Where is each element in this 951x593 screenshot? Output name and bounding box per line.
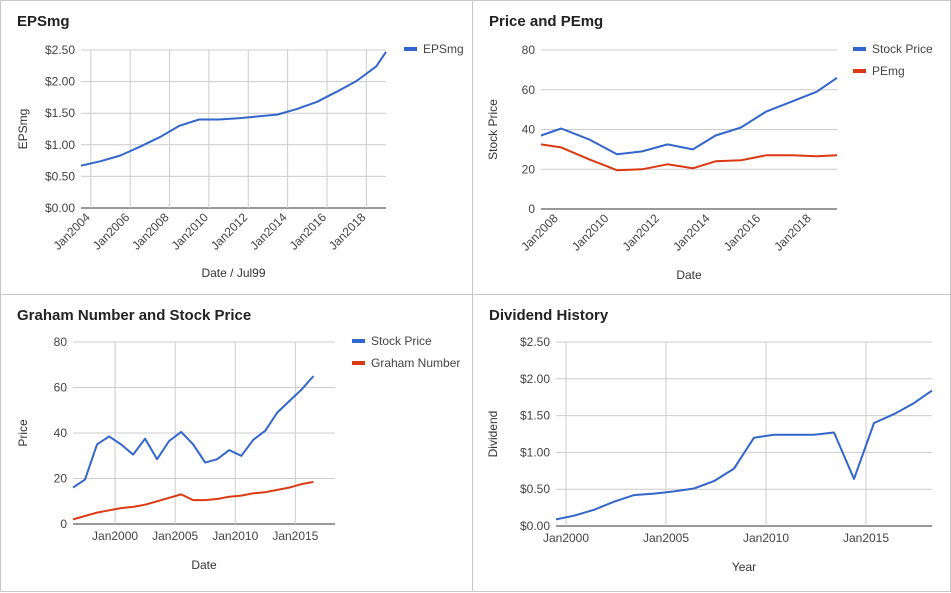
x-tick-label: Jan2016	[287, 210, 330, 253]
x-tick-label: Jan2015	[272, 529, 318, 543]
x-tick-label: Jan2014	[670, 211, 713, 254]
y-axis-title: EPSmg	[16, 109, 30, 150]
y-tick-label: $1.50	[45, 106, 75, 120]
y-tick-label: 0	[528, 202, 535, 216]
chart-panel-graham: Graham Number and Stock Price 0 20 40 60 80 J…	[0, 294, 473, 592]
x-tick-label: Jan2005	[643, 531, 689, 545]
legend-label: Stock Price	[371, 334, 432, 348]
legend-swatch	[404, 47, 417, 51]
series-line-pemg	[540, 143, 838, 172]
chart-title: Dividend History	[489, 307, 609, 324]
x-tick-label: Jan2005	[152, 529, 198, 543]
x-axis-title: Date	[191, 558, 217, 572]
y-tick-label: 20	[522, 162, 536, 176]
legend-swatch	[853, 69, 866, 73]
y-tick-label: 80	[522, 43, 536, 57]
y-tick-label: 80	[54, 335, 68, 349]
x-tick-label: Jan2010	[212, 529, 258, 543]
legend-label: PEmg	[872, 64, 905, 78]
chart-panel-dividend: Dividend History $0.00 $0.50 $1.00 $1.50 $2.…	[472, 294, 951, 592]
chart-title: EPSmg	[17, 13, 70, 30]
y-tick-label: $0.50	[45, 169, 75, 183]
series-line-epsmg	[80, 51, 387, 167]
x-axis-title: Year	[732, 560, 756, 574]
x-tick-label: Jan2016	[721, 211, 764, 254]
y-tick-label: $1.00	[520, 445, 550, 459]
graham-chart: 0 20 40 60 80 Jan2000 Jan2005 Jan2010 Jan2015 Dat…	[16, 334, 460, 572]
x-tick-label: Jan2010	[169, 210, 212, 253]
series-line-stock-price	[540, 76, 838, 156]
legend-label: EPSmg	[423, 42, 464, 56]
dividend-chart: $0.00 $0.50 $1.00 $1.50 $2.00 $2.50 Jan2000 Jan…	[486, 335, 933, 574]
x-axis-title: Date / Jul99	[201, 266, 265, 280]
chart-panel-price-pemg: Price and PEmg 0 20 40 60 80 Jan2008 Jan2010 Ja…	[472, 0, 951, 295]
chart-panel-epsmg: EPSmg $0.00 $0.50 $1.00 $1.50 $2.00 $2.50 Jan2…	[0, 0, 473, 295]
series-line-stock-price	[72, 375, 315, 489]
y-tick-label: $2.00	[45, 75, 75, 89]
x-tick-label: Jan2014	[247, 210, 290, 253]
x-tick-label: Jan2018	[771, 211, 814, 254]
y-tick-label: $1.50	[520, 409, 550, 423]
y-tick-label: $2.00	[520, 372, 550, 386]
x-tick-label: Jan2008	[518, 211, 561, 254]
y-tick-label: 20	[54, 472, 68, 486]
x-tick-label: Jan2008	[129, 210, 172, 253]
y-axis-title: Price	[16, 419, 30, 447]
y-axis-title: Stock Price	[486, 99, 500, 160]
x-axis-title: Date	[676, 268, 702, 282]
x-tick-label: Jan2006	[90, 210, 133, 253]
epsmg-chart: $0.00$0.50$1.00$1.50$2.00$2.50Jan2004Jan…	[16, 42, 464, 280]
x-tick-label: Jan2010	[569, 211, 612, 254]
x-tick-label: Jan2012	[208, 210, 251, 253]
series-line-0	[555, 389, 933, 521]
x-tick-label: Jan2010	[743, 531, 789, 545]
x-tick-label: Jan2012	[620, 211, 663, 254]
y-tick-label: $2.50	[45, 43, 75, 57]
chart-title: Price and PEmg	[489, 13, 604, 30]
x-tick-label: Jan2015	[843, 531, 889, 545]
y-tick-label: $1.00	[45, 138, 75, 152]
y-axis-title: Dividend	[486, 411, 500, 458]
y-tick-label: 60	[54, 381, 68, 395]
x-tick-label: Jan2018	[326, 210, 369, 253]
x-tick-label: Jan2000	[543, 531, 589, 545]
y-tick-label: 40	[54, 426, 68, 440]
y-tick-label: $0.00	[45, 201, 75, 215]
legend-swatch	[352, 339, 365, 343]
legend-label: Stock Price	[872, 42, 933, 56]
x-tick-label: Jan2004	[51, 210, 94, 253]
y-tick-label: 60	[522, 83, 536, 97]
x-tick-label: Jan2000	[92, 529, 138, 543]
legend-label: Graham Number	[371, 356, 460, 370]
series-line-graham-number	[72, 480, 314, 521]
y-tick-label: 40	[522, 123, 536, 137]
y-tick-label: 0	[60, 517, 67, 531]
legend-swatch	[853, 47, 866, 51]
chart-title: Graham Number and Stock Price	[17, 307, 252, 324]
y-tick-label: $0.50	[520, 482, 550, 496]
y-tick-label: $0.00	[520, 519, 550, 533]
legend-swatch	[352, 361, 365, 365]
y-tick-label: $2.50	[520, 335, 550, 349]
